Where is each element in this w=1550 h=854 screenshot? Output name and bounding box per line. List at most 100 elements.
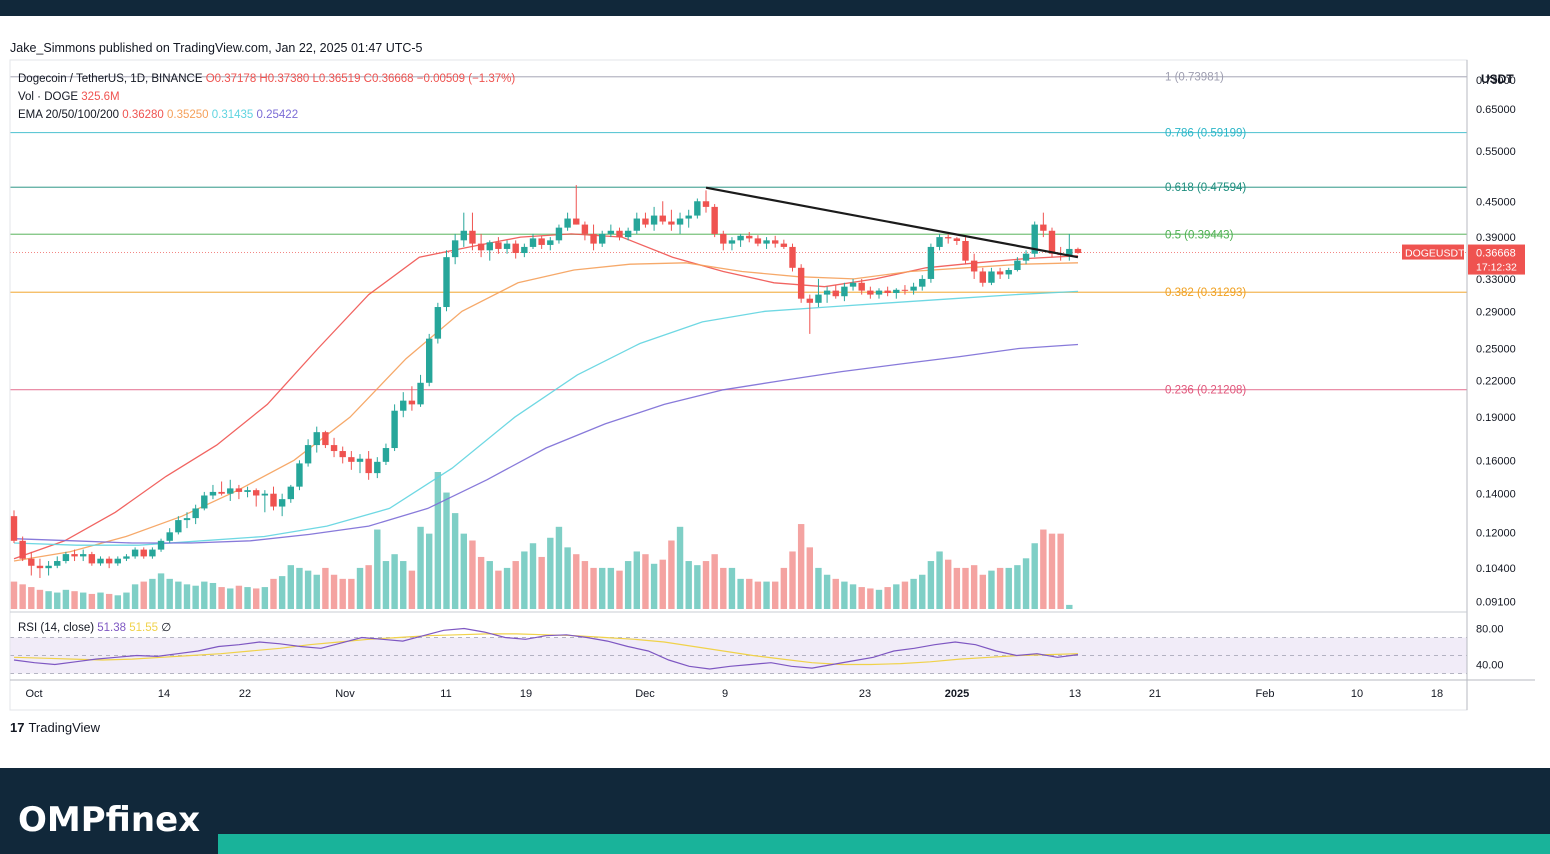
candle[interactable] bbox=[348, 457, 355, 462]
candle[interactable] bbox=[599, 233, 606, 244]
candle[interactable] bbox=[486, 242, 493, 251]
candle[interactable] bbox=[815, 294, 822, 303]
candle[interactable] bbox=[105, 558, 113, 564]
candle[interactable] bbox=[400, 400, 407, 411]
candle[interactable] bbox=[183, 518, 191, 521]
candle[interactable] bbox=[616, 230, 623, 238]
candle[interactable] bbox=[175, 520, 182, 533]
candle[interactable] bbox=[201, 495, 208, 509]
candle[interactable] bbox=[806, 298, 813, 303]
candle[interactable] bbox=[590, 233, 597, 244]
candle[interactable] bbox=[131, 549, 139, 557]
candle[interactable] bbox=[945, 237, 952, 239]
candle[interactable] bbox=[97, 558, 104, 564]
candle[interactable] bbox=[54, 561, 61, 566]
candle[interactable] bbox=[88, 554, 96, 564]
candle[interactable] bbox=[477, 243, 485, 251]
chart-panel[interactable]: 1 (0.73981) 0.786 (0.59199) 0.618 (0.47594… bbox=[0, 0, 1550, 770]
candle[interactable] bbox=[235, 488, 243, 492]
candle[interactable] bbox=[123, 556, 130, 559]
candle[interactable] bbox=[746, 235, 753, 239]
candle[interactable] bbox=[1005, 269, 1012, 275]
candle[interactable] bbox=[287, 486, 294, 500]
resistance-trendline[interactable] bbox=[705, 186, 1079, 259]
candle[interactable] bbox=[512, 243, 519, 254]
candle[interactable] bbox=[659, 215, 666, 222]
candle[interactable] bbox=[685, 215, 692, 219]
candle[interactable] bbox=[1031, 224, 1038, 254]
candle[interactable] bbox=[789, 246, 796, 268]
candle[interactable] bbox=[28, 558, 35, 566]
candle[interactable] bbox=[676, 218, 684, 225]
candle[interactable] bbox=[573, 218, 580, 225]
candle[interactable] bbox=[339, 451, 346, 458]
candle[interactable] bbox=[426, 338, 433, 383]
candle[interactable] bbox=[36, 565, 44, 569]
candle[interactable] bbox=[728, 240, 736, 244]
candle[interactable] bbox=[469, 230, 476, 244]
candle[interactable] bbox=[858, 282, 865, 291]
candle[interactable] bbox=[702, 201, 710, 207]
candle[interactable] bbox=[694, 201, 701, 216]
candle[interactable] bbox=[382, 448, 390, 462]
candle[interactable] bbox=[547, 240, 554, 245]
candle[interactable] bbox=[927, 246, 935, 279]
candle[interactable] bbox=[209, 491, 217, 496]
candle[interactable] bbox=[832, 290, 839, 297]
candle[interactable] bbox=[1074, 248, 1082, 254]
candle[interactable] bbox=[10, 516, 18, 541]
candle[interactable] bbox=[780, 243, 788, 247]
candle[interactable] bbox=[313, 432, 320, 446]
candle[interactable] bbox=[1048, 230, 1056, 254]
candle[interactable] bbox=[1066, 248, 1073, 256]
candle[interactable] bbox=[581, 224, 589, 234]
candle[interactable] bbox=[62, 554, 70, 562]
candle[interactable] bbox=[227, 488, 234, 494]
candle[interactable] bbox=[910, 286, 917, 291]
candle[interactable] bbox=[114, 558, 121, 564]
candle[interactable] bbox=[754, 238, 762, 244]
candle[interactable] bbox=[322, 432, 329, 446]
candle[interactable] bbox=[296, 463, 303, 487]
candle[interactable] bbox=[901, 289, 909, 291]
candle[interactable] bbox=[970, 260, 978, 272]
candle[interactable] bbox=[607, 230, 615, 234]
candle[interactable] bbox=[884, 290, 891, 293]
candle[interactable] bbox=[893, 289, 900, 293]
candle[interactable] bbox=[875, 290, 883, 295]
candle[interactable] bbox=[650, 215, 658, 225]
candle[interactable] bbox=[495, 242, 502, 249]
candle[interactable] bbox=[633, 218, 640, 231]
candle[interactable] bbox=[1014, 260, 1021, 270]
candle[interactable] bbox=[80, 554, 87, 557]
candle[interactable] bbox=[356, 458, 364, 462]
candle[interactable] bbox=[19, 540, 26, 559]
candle[interactable] bbox=[979, 271, 986, 283]
candle[interactable] bbox=[823, 290, 831, 295]
candle[interactable] bbox=[192, 508, 199, 519]
candle[interactable] bbox=[564, 218, 571, 228]
candle[interactable] bbox=[45, 565, 52, 569]
candle[interactable] bbox=[218, 491, 225, 494]
candle[interactable] bbox=[849, 282, 857, 287]
candle[interactable] bbox=[261, 493, 269, 496]
tradingview-logo[interactable]: 17 TradingView bbox=[10, 720, 100, 735]
candle[interactable] bbox=[763, 240, 770, 244]
candle[interactable] bbox=[330, 445, 338, 452]
candle[interactable] bbox=[443, 257, 450, 308]
candle[interactable] bbox=[711, 206, 718, 234]
candle[interactable] bbox=[521, 246, 528, 254]
candle[interactable] bbox=[988, 271, 995, 283]
candle[interactable] bbox=[962, 240, 969, 261]
candle[interactable] bbox=[149, 549, 156, 557]
candle[interactable] bbox=[417, 382, 424, 405]
candle[interactable] bbox=[1040, 224, 1047, 231]
candle[interactable] bbox=[408, 400, 416, 405]
candle[interactable] bbox=[642, 218, 649, 225]
candle[interactable] bbox=[996, 271, 1004, 275]
candle[interactable] bbox=[668, 221, 675, 225]
candle[interactable] bbox=[157, 540, 165, 550]
candle[interactable] bbox=[867, 290, 874, 295]
candle[interactable] bbox=[772, 240, 779, 244]
candle[interactable] bbox=[624, 230, 632, 238]
